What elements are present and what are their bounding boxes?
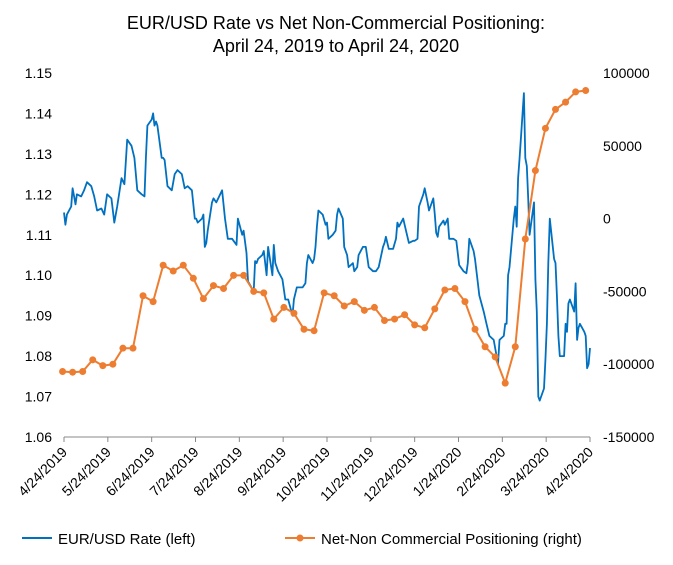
data-point-positioning — [260, 289, 268, 297]
data-point-positioning — [169, 267, 177, 275]
data-point-positioning — [340, 302, 348, 310]
y-right-tick-labels: -150000 -100000 -50000 0 50000 100000 — [603, 65, 655, 445]
data-point-positioning — [270, 315, 278, 323]
data-point-positioning — [521, 235, 529, 243]
data-point-positioning — [431, 305, 439, 313]
legend-marker-positioning — [296, 534, 304, 542]
y-left-tick-label: 1.06 — [25, 429, 52, 445]
data-point-positioning — [391, 315, 399, 323]
data-point-positioning — [421, 324, 429, 332]
data-point-positioning — [220, 284, 228, 292]
data-point-positioning — [59, 367, 67, 375]
y-left-tick-label: 1.07 — [25, 389, 52, 405]
plot-series — [59, 86, 591, 402]
axes: 4/24/20195/24/20196/24/20197/24/20198/24… — [15, 65, 655, 505]
x-ticks: 4/24/20195/24/20196/24/20197/24/20198/24… — [15, 437, 596, 505]
data-point-positioning — [562, 98, 570, 106]
data-point-positioning — [531, 167, 539, 175]
data-point-positioning — [119, 344, 127, 352]
data-point-positioning — [411, 321, 419, 329]
data-point-positioning — [572, 88, 580, 96]
y-left-tick-label: 1.10 — [25, 267, 52, 283]
data-point-positioning — [320, 289, 328, 297]
data-point-positioning — [99, 362, 107, 370]
data-point-positioning — [240, 271, 248, 279]
data-point-positioning — [310, 327, 318, 335]
y-right-tick-label: -150000 — [603, 429, 655, 445]
y-left-tick-label: 1.13 — [25, 146, 52, 162]
data-point-positioning — [471, 325, 479, 333]
data-point-positioning — [280, 303, 288, 311]
data-point-positioning — [552, 105, 560, 113]
data-point-positioning — [350, 298, 358, 306]
data-point-positioning — [582, 86, 590, 94]
data-point-positioning — [139, 292, 147, 300]
data-point-positioning — [209, 282, 217, 290]
data-point-positioning — [230, 271, 238, 279]
legend-item-positioning: Net-Non Commercial Positioning (right) — [285, 531, 582, 548]
data-point-positioning — [189, 274, 197, 282]
data-point-positioning — [441, 286, 449, 294]
y-right-tick-label: -100000 — [603, 356, 655, 372]
series-line-positioning — [62, 89, 586, 385]
y-left-tick-labels: 1.06 1.07 1.08 1.09 1.10 1.11 1.12 1.13 1.14 1.15 — [25, 65, 52, 445]
data-point-positioning — [250, 287, 258, 295]
series-line-eurusd — [63, 92, 591, 402]
y-right-tick-label: 0 — [603, 211, 611, 227]
data-point-positioning — [300, 325, 308, 333]
data-point-positioning — [541, 124, 549, 132]
y-left-tick-label: 1.14 — [25, 105, 52, 121]
chart-title: EUR/USD Rate vs Net Non-Commercial Posit… — [127, 13, 545, 33]
y-left-tick-label: 1.09 — [25, 308, 52, 324]
data-point-positioning — [360, 306, 368, 314]
data-point-positioning — [129, 344, 137, 352]
data-point-positioning — [89, 356, 97, 364]
data-point-positioning — [511, 343, 519, 351]
data-point-positioning — [69, 368, 77, 376]
data-point-positioning — [330, 292, 338, 300]
data-point-positioning — [149, 298, 157, 306]
y-left-tick-label: 1.12 — [25, 186, 52, 202]
legend-label-positioning: Net-Non Commercial Positioning (right) — [321, 531, 582, 548]
y-right-tick-label: 50000 — [603, 138, 642, 154]
data-point-positioning — [481, 343, 489, 351]
y-left-tick-label: 1.08 — [25, 348, 52, 364]
legend-item-eurusd: EUR/USD Rate (left) — [22, 531, 196, 548]
data-point-positioning — [380, 317, 388, 325]
data-point-positioning — [370, 303, 378, 311]
data-point-positioning — [290, 309, 298, 317]
data-point-positioning — [501, 379, 509, 387]
chart-subtitle: April 24, 2019 to April 24, 2020 — [213, 36, 459, 56]
data-point-positioning — [451, 284, 459, 292]
y-right-tick-label: 100000 — [603, 65, 650, 81]
y-left-tick-label: 1.15 — [25, 65, 52, 81]
data-point-positioning — [179, 261, 187, 269]
y-left-tick-label: 1.11 — [26, 227, 52, 243]
legend-label-eurusd: EUR/USD Rate (left) — [58, 531, 196, 548]
legend: EUR/USD Rate (left) Net-Non Commercial P… — [22, 531, 582, 548]
data-point-positioning — [491, 353, 499, 361]
data-point-positioning — [401, 311, 409, 319]
data-point-positioning — [461, 298, 469, 306]
data-point-positioning — [109, 360, 117, 368]
y-right-tick-label: -50000 — [603, 283, 647, 299]
data-point-positioning — [159, 261, 167, 269]
data-point-positioning — [199, 295, 207, 303]
data-point-positioning — [79, 367, 87, 375]
